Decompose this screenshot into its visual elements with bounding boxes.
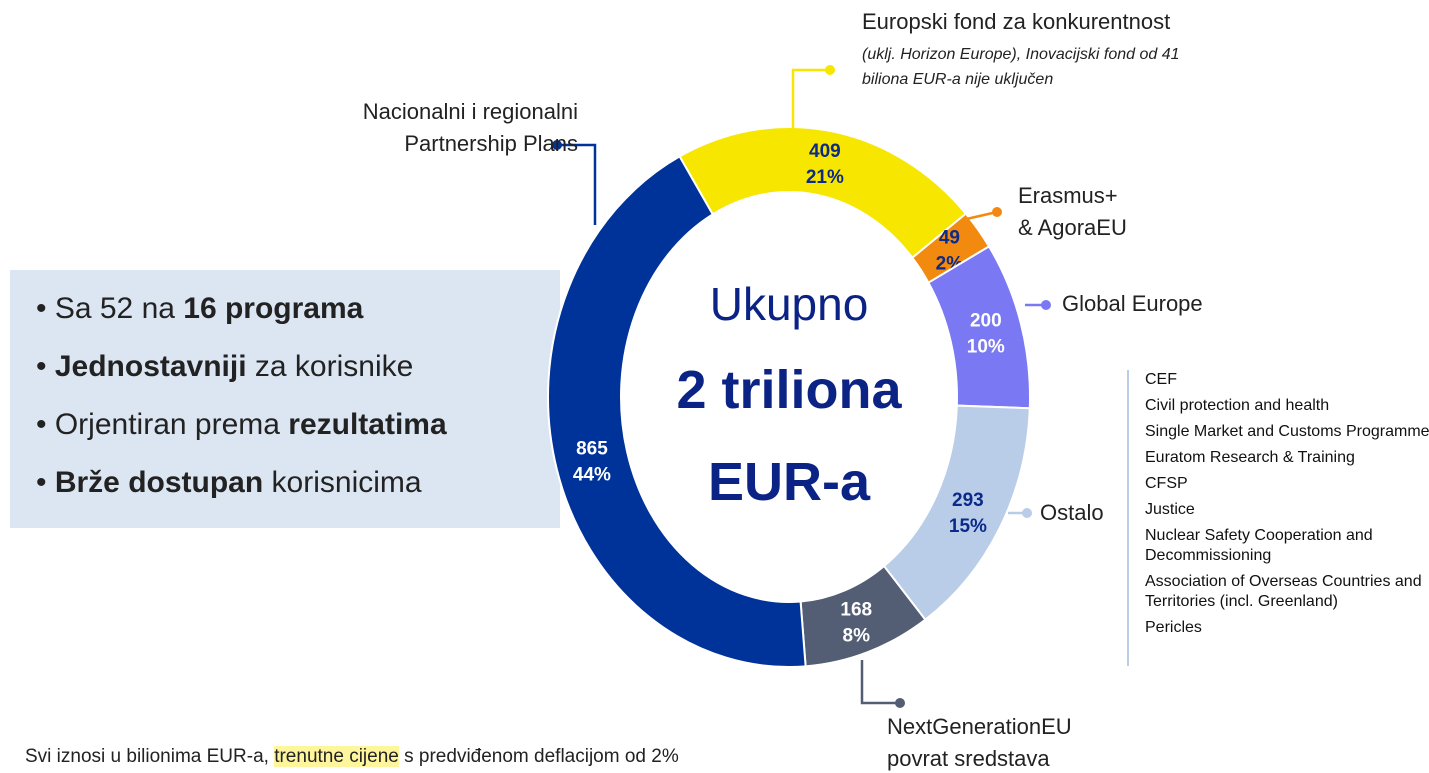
- category-label: Europski fond za konkurentnost: [862, 9, 1171, 34]
- bullet-item: Jednostavniji za korisnike: [36, 350, 413, 384]
- list-item: Civil protection and health: [1145, 397, 1330, 414]
- footnote-text: s predviđenom deflacijom od 2%: [398, 746, 679, 767]
- bullet-text: Sa 52 na: [54, 292, 184, 325]
- center-text: Ukupno: [710, 278, 869, 330]
- leader-dot: [552, 140, 562, 150]
- leader-line: [557, 143, 597, 225]
- footnote: Svi iznosi u bilionima EUR-a, trenutne c…: [25, 746, 679, 768]
- donut-segment: [547, 155, 807, 668]
- list-item: Nuclear Safety Cooperation and Decommiss…: [1145, 527, 1373, 564]
- bullet-text: 16 programa: [183, 292, 364, 325]
- bullet-text: Orjentiran prema: [54, 408, 289, 441]
- category-label: Global Europe: [1062, 291, 1203, 316]
- list-item: Single Market and Customs Programme: [1145, 423, 1429, 440]
- value-label: 865: [576, 438, 608, 459]
- summary-box: Sa 52 na 16 programa Jednostavniji za kor…: [10, 270, 560, 528]
- center-text: EUR-a: [708, 452, 871, 512]
- leader-dot: [1022, 508, 1032, 518]
- bullet-text: Brže dostupan: [54, 466, 264, 499]
- footnote-text: Svi iznosi u bilionima EUR-a,: [25, 746, 275, 767]
- list-item: Pericles: [1145, 619, 1202, 636]
- bullet-item: Brže dostupan korisnicima: [36, 466, 422, 500]
- bullet-text: za korisnike: [246, 350, 414, 383]
- bullet-text: Jednostavniji: [54, 350, 247, 383]
- category-label: Erasmus+ & AgoraEU: [1018, 183, 1127, 240]
- value-label: 168: [840, 599, 872, 620]
- leader-dot: [1041, 300, 1051, 310]
- category-label: NextGenerationEU povrat sredstava: [887, 714, 1072, 771]
- list-item: CEF: [1145, 371, 1177, 388]
- bullet-item: Orjentiran prema rezultatima: [36, 408, 447, 442]
- share-label: 8%: [843, 625, 871, 646]
- category-label: Nacionalni i regionalni Partnership Plan…: [362, 99, 578, 156]
- value-label: 49: [939, 228, 960, 249]
- list-item: CFSP: [1145, 475, 1188, 492]
- list-item: Justice: [1145, 501, 1195, 518]
- share-label: 44%: [573, 464, 611, 485]
- category-label: Ostalo: [1040, 500, 1104, 525]
- list-item: Euratom Research & Training: [1145, 449, 1355, 466]
- leader-line: [961, 210, 998, 222]
- leader-dot: [825, 65, 835, 75]
- leader-dot: [992, 207, 1002, 217]
- value-label: 200: [970, 311, 1002, 332]
- leader-line: [860, 660, 900, 705]
- bullet-text: korisnicima: [263, 466, 422, 499]
- center-text: 2 triliona: [676, 360, 902, 420]
- annotation: (uklj. Horizon Europe), Inovacijski fond…: [862, 46, 1180, 88]
- leader-dot: [895, 698, 905, 708]
- donut-segment: [882, 404, 1031, 622]
- bullet-text: rezultatima: [288, 408, 447, 441]
- other-programmes: CEF Civil protection and health Single Mar…: [1127, 370, 1429, 666]
- leader-line: [791, 68, 830, 170]
- value-label: 409: [809, 141, 841, 162]
- share-label: 21%: [806, 167, 844, 188]
- bullet-item: Sa 52 na 16 programa: [36, 292, 364, 326]
- footnote-text: trenutne cijene: [274, 746, 399, 767]
- list-item: Association of Overseas Countries and Te…: [1145, 573, 1422, 610]
- value-label: 293: [952, 490, 984, 511]
- share-label: 15%: [949, 516, 987, 537]
- share-label: 10%: [967, 337, 1005, 358]
